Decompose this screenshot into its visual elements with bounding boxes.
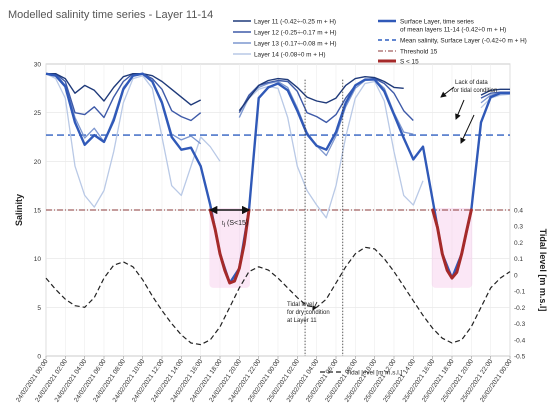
lack-arrow-3: [460, 114, 475, 144]
annotation-dry-1: Tidal level: [287, 302, 314, 308]
annotation-lack-1: Lack of data: [455, 80, 488, 86]
y2-tick--0.1: -0.1: [514, 289, 526, 296]
annotation-tl: tl (S<15): [222, 220, 248, 229]
y-tick-0: 0: [37, 354, 41, 361]
y2-tick-0.4: 0.4: [514, 208, 523, 215]
legend-slt15: S < 15: [400, 59, 419, 66]
y2-axis-label: Tidal level [m m.s.l]: [538, 229, 548, 312]
y-tick-25: 25: [34, 110, 42, 117]
annotation-tl-rest: (S<15): [227, 220, 248, 227]
y2-tick-0.3: 0.3: [514, 224, 523, 231]
chart-title: Modelled salinity time series - Layer 11…: [8, 9, 213, 21]
legend-mean: Mean salinity, Surface Layer (-0.42÷0 m …: [400, 38, 527, 45]
y-tick-20: 20: [34, 159, 42, 166]
annotation-lack-2: for tidal condition: [452, 88, 497, 94]
y2-tick--0.2: -0.2: [514, 305, 526, 312]
y2-tick-0: 0: [514, 272, 518, 279]
highlight-band-1: [431, 208, 473, 288]
y2-tick-0.1: 0.1: [514, 256, 523, 263]
annotation-tl-sub: l: [224, 223, 225, 229]
y-tick-30: 30: [34, 62, 42, 69]
series-layer11: [46, 73, 510, 112]
legend-tidal: Tidal level [m m.s.l.]: [346, 370, 402, 377]
legend-layer14: Layer 14 (-0.08÷0 m + H): [254, 52, 326, 59]
lack-arrow-2: [455, 99, 465, 120]
y2-tick--0.4: -0.4: [514, 337, 526, 344]
salinity-ticks: 0 5 10 15 20 25 30: [34, 62, 42, 361]
y2-tick-0.2: 0.2: [514, 240, 523, 247]
annotation-marks: [208, 79, 475, 356]
legend-surface-2: of mean layers 11-14 (-0.42÷0 m + H): [400, 27, 506, 34]
y-tick-5: 5: [37, 305, 41, 312]
series-tidal: [45, 246, 511, 346]
series-surface: [45, 72, 510, 285]
y2-tick--0.3: -0.3: [514, 321, 526, 328]
y-tick-10: 10: [34, 256, 42, 263]
series-lines: [45, 72, 511, 346]
legend-layer13: Layer 13 (-0.17÷-0.08 m + H): [254, 41, 337, 48]
dry-condition-arrow: [312, 301, 318, 311]
legend-layer12: Layer 12 (-0.25÷-0.17 m + H): [254, 30, 337, 37]
y-axis-label: Salinity: [14, 194, 24, 226]
annotation-dry-3: at Layer 11: [287, 318, 317, 324]
legend-layer11: Layer 11 (-0.42÷-0.25 m + H): [254, 19, 336, 26]
lack-arrow-1: [440, 86, 455, 98]
series-slt15: [208, 208, 473, 285]
legend: Layer 11 (-0.42÷-0.25 m + H) Layer 12 (-…: [233, 19, 527, 377]
legend-surface-1: Surface Layer, time series: [400, 19, 474, 26]
y2-tick--0.5: -0.5: [514, 354, 526, 361]
annotation-tl-main: t: [222, 221, 224, 227]
legend-threshold: Threshold 15: [400, 49, 438, 56]
y-tick-15: 15: [34, 208, 42, 215]
annotation-dry-2: for dry condition: [287, 310, 330, 316]
tidal-ticks: 0.4 0.3 0.2 0.1 0 -0.1 -0.2 -0.3 -0.4 -0.5: [514, 208, 526, 361]
